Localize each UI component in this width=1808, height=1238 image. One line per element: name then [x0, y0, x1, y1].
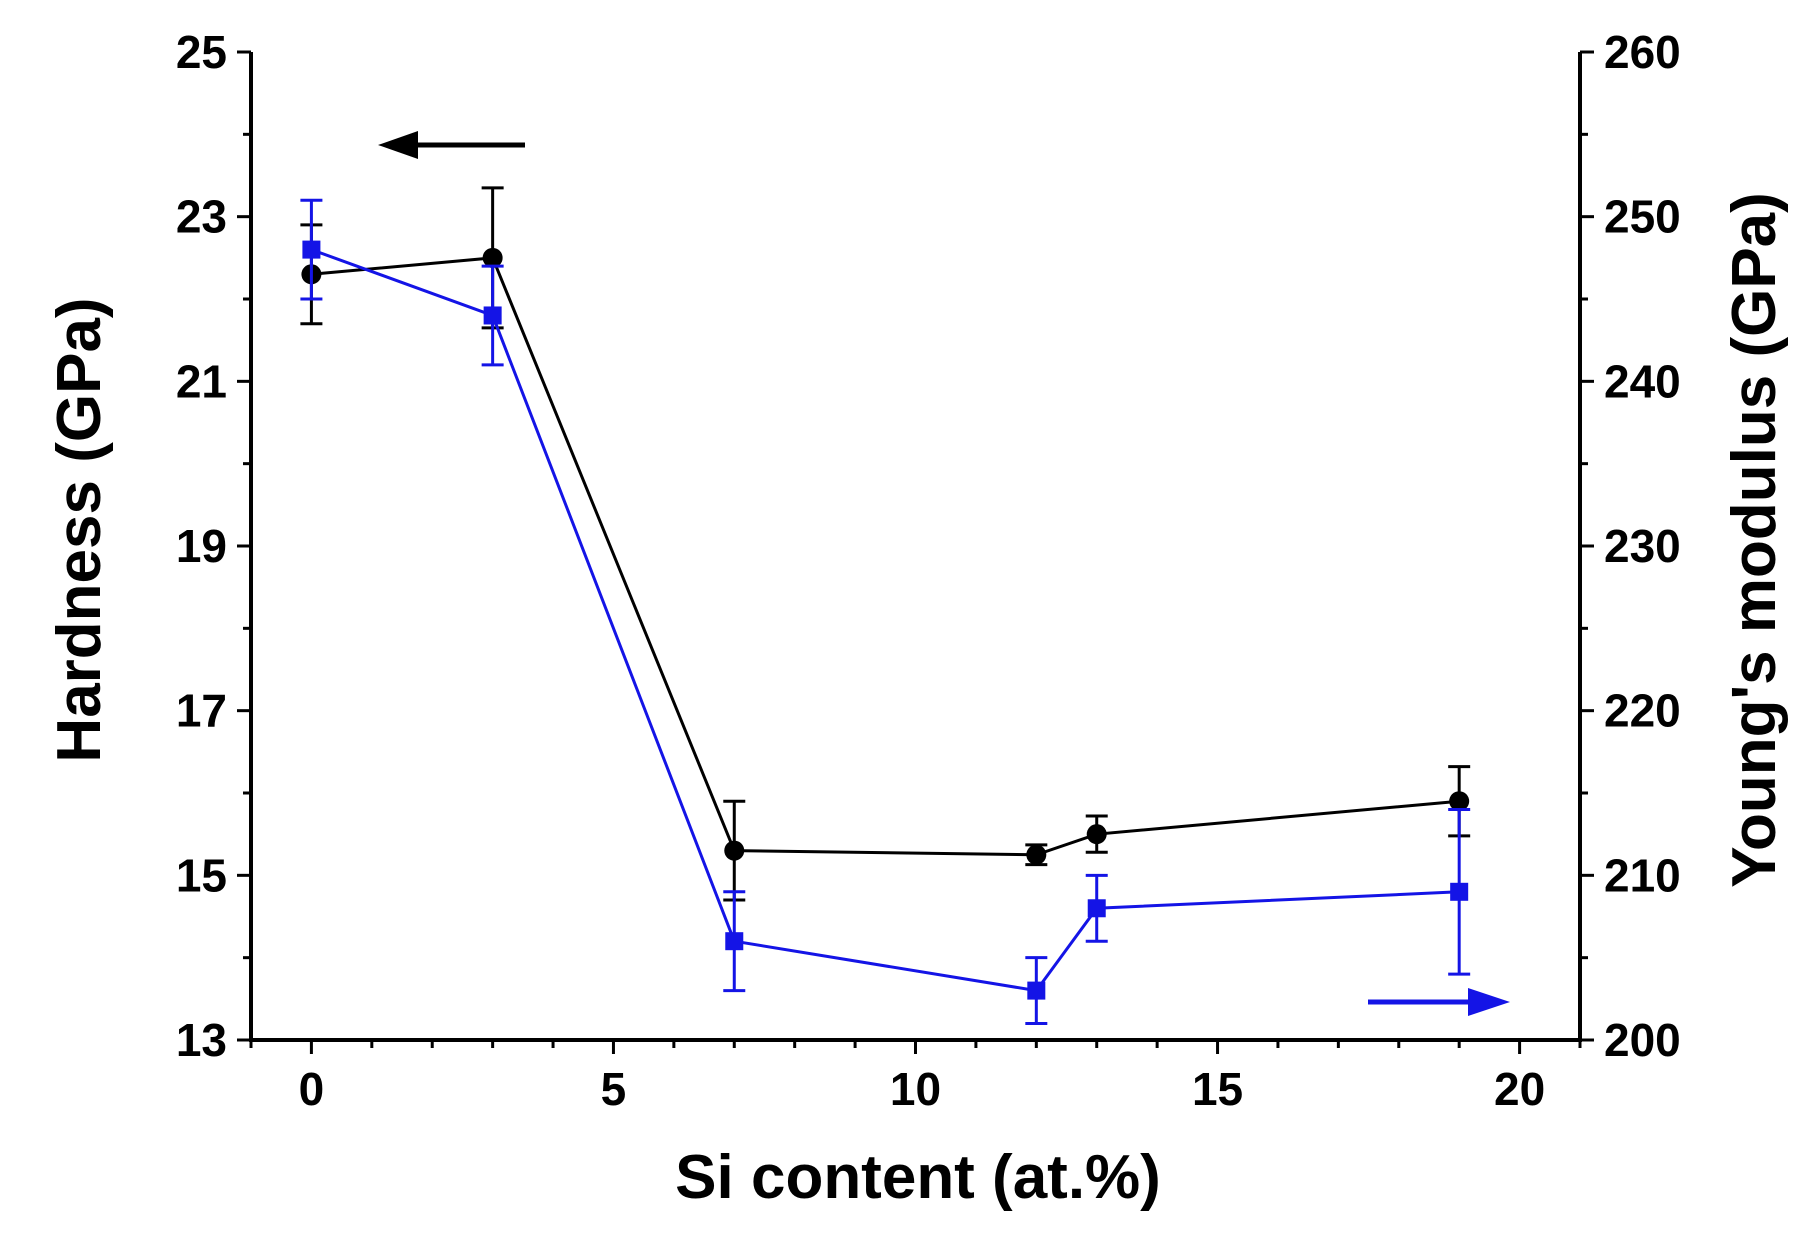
data-point	[482, 247, 503, 268]
x-tick-label: 20	[1494, 1063, 1545, 1115]
x-tick-label: 0	[299, 1063, 325, 1115]
data-point	[724, 840, 745, 861]
series-line	[310, 248, 1460, 993]
data-point	[483, 306, 502, 325]
y-left-tick-label: 21	[176, 355, 227, 407]
series-line	[311, 256, 1460, 857]
series-layer	[300, 186, 1471, 1026]
data-point	[1450, 882, 1469, 901]
axes-layer: 0 5 10 15 20 13 15 17 19 21 23 25 200 210 220 230 240 250…	[176, 26, 1681, 1115]
x-tick-label: 10	[890, 1063, 941, 1115]
y-right-tick-label: 240	[1604, 355, 1681, 407]
data-point	[302, 240, 321, 259]
data-point	[1027, 981, 1046, 1000]
y-axis-left-title: Hardness (GPa)	[45, 297, 114, 762]
y-right-tick-label: 250	[1604, 191, 1681, 243]
data-point	[1449, 791, 1470, 812]
y-axis-right-title: Young's modulus (GPa)	[1720, 192, 1789, 888]
y-right-tick-label: 260	[1604, 26, 1681, 78]
x-tick-label: 5	[601, 1063, 627, 1115]
y-right-tick-label: 230	[1604, 520, 1681, 572]
annotation-layer	[378, 131, 1510, 1016]
y-left-tick-label: 23	[176, 191, 227, 243]
y-left-tick-label: 25	[176, 26, 227, 78]
series-modulus	[300, 198, 1471, 1026]
series-hardness	[300, 186, 1471, 902]
y-left-tick-label: 13	[176, 1014, 227, 1066]
y-left-tick-label: 19	[176, 520, 227, 572]
y-left-tick-label: 15	[176, 849, 227, 901]
x-axis-title: Si content (at.%)	[675, 1143, 1161, 1212]
y-left-tick-label: 17	[176, 685, 227, 737]
y-right-tick-label: 200	[1604, 1014, 1681, 1066]
y-right-tick-label: 220	[1604, 685, 1681, 737]
data-point	[1086, 824, 1107, 845]
y-right-tick-label: 210	[1604, 849, 1681, 901]
data-point	[1026, 844, 1047, 865]
arrow-right-head	[1468, 988, 1510, 1016]
arrow-left-head	[378, 131, 418, 159]
data-point	[725, 932, 744, 951]
x-tick-label: 15	[1192, 1063, 1243, 1115]
data-point	[1087, 899, 1106, 918]
